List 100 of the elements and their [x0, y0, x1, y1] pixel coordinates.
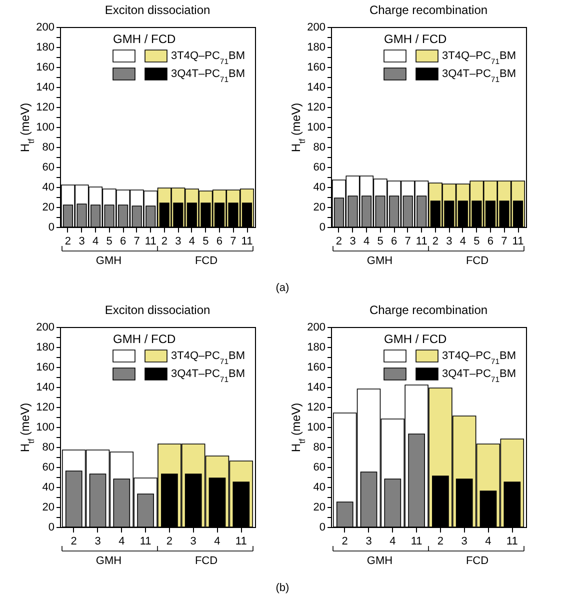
y-tick-label: 200: [36, 22, 54, 34]
y-tick-label: 100: [306, 122, 325, 134]
chart-title: Exciton dissociation: [104, 303, 210, 317]
y-tick-label: 40: [312, 182, 325, 194]
y-tick-label: 20: [42, 502, 54, 514]
text: FCD: [194, 255, 218, 267]
x-tick-label: 3: [460, 536, 467, 548]
legend-title: GMH / FCD: [384, 332, 446, 346]
x-tick-label: 2: [70, 536, 76, 548]
legend-label: 3Q4T–PC$_{71}$BM: [442, 68, 516, 84]
y-tick-label: 60: [312, 162, 325, 174]
x-tick-label: 11: [512, 236, 524, 248]
x-tick-label: 6: [390, 236, 397, 248]
y-tick-label: 160: [36, 62, 54, 74]
x-tick-label: 4: [362, 236, 370, 248]
y-tick-label: 180: [36, 342, 54, 354]
x-tick-label: 2: [160, 236, 167, 248]
text: GMH: [95, 555, 122, 567]
x-tick-label: 6: [120, 236, 126, 248]
y-tick-label: 160: [306, 362, 325, 374]
x-tick-label: 11: [139, 536, 151, 548]
legend-label: 3Q4T–PC$_{71}$BM: [170, 368, 244, 384]
y-tick-label: 100: [306, 422, 325, 434]
x-tick-label: 7: [404, 236, 410, 248]
x-tick-label: 11: [234, 536, 246, 548]
x-tick-label: 3: [94, 536, 100, 548]
text: GMH: [366, 555, 392, 567]
x-tick-label: 5: [376, 236, 383, 248]
x-tick-label: 3: [78, 236, 84, 248]
y-tick-label: 0: [48, 222, 54, 234]
y-tick-label: 80: [312, 142, 325, 154]
y-tick-label: 160: [306, 62, 325, 74]
y-tick-label: 140: [36, 82, 54, 94]
x-tick-label: 2: [335, 236, 342, 248]
chart-title: Exciton dissociation: [104, 3, 210, 17]
x-tick-label: 5: [202, 236, 208, 248]
legend-label: 3T4Q–PC$_{71}$BM: [442, 50, 516, 66]
y-tick-label: 60: [42, 462, 54, 474]
y-tick-label: 60: [42, 162, 54, 174]
y-tick-label: 80: [42, 442, 54, 454]
x-tick-label: 4: [484, 536, 491, 548]
chart-title: Charge recombination: [368, 303, 488, 317]
x-tick-label: 2: [166, 536, 172, 548]
y-tick-label: 0: [48, 522, 54, 534]
x-tick-label: 11: [240, 236, 252, 248]
y-tick-label: 120: [306, 102, 325, 114]
y-tick-label: 0: [318, 522, 325, 534]
legend-title: GMH / FCD: [112, 32, 176, 46]
text: GMH: [95, 255, 122, 267]
chart-title: Charge recombination: [368, 3, 488, 17]
x-tick-label: 2: [436, 536, 444, 548]
y-tick-label: 120: [36, 402, 54, 414]
y-tick-label: 120: [306, 402, 325, 414]
x-tick-label: 6: [486, 236, 494, 248]
x-tick-label: 11: [144, 236, 156, 248]
x-tick-label: 6: [216, 236, 222, 248]
x-tick-label: 5: [473, 236, 480, 248]
x-tick-label: 2: [432, 236, 438, 248]
x-tick-label: 3: [190, 536, 196, 548]
y-tick-label: 80: [42, 142, 54, 154]
y-tick-label: 140: [306, 382, 325, 394]
x-tick-label: 3: [349, 236, 356, 248]
y-tick-label: 0: [318, 222, 325, 234]
legend-title: GMH / FCD: [112, 332, 176, 346]
x-tick-label: 7: [500, 236, 507, 248]
y-tick-label: 20: [42, 202, 54, 214]
y-tick-label: 200: [306, 322, 325, 334]
x-tick-label: 7: [230, 236, 236, 248]
x-tick-label: 3: [446, 236, 452, 248]
y-tick-label: 40: [312, 482, 325, 494]
y-tick-label: 140: [36, 382, 54, 394]
x-tick-label: 4: [459, 236, 466, 248]
y-tick-label: 200: [306, 22, 325, 34]
y-tick-label: 40: [42, 182, 54, 194]
text: FCD: [465, 555, 488, 567]
x-tick-label: 4: [389, 536, 396, 548]
text: GMH: [366, 255, 392, 267]
y-tick-label: 100: [36, 122, 54, 134]
legend-label: 3T4Q–PC$_{71}$BM: [170, 350, 244, 366]
y-tick-label: 140: [306, 82, 325, 94]
y-tick-label: 180: [36, 42, 54, 54]
y-tick-label: 200: [36, 322, 54, 334]
y-tick-label: 80: [312, 442, 325, 454]
x-tick-label: 4: [118, 536, 124, 548]
y-tick-label: 20: [312, 502, 325, 514]
x-tick-label: 11: [506, 536, 518, 548]
y-tick-label: 20: [312, 202, 325, 214]
x-tick-label: 2: [64, 236, 71, 248]
y-tick-label: 100: [36, 422, 54, 434]
x-tick-label: 2: [341, 536, 348, 548]
x-tick-label: 11: [415, 236, 427, 248]
x-tick-label: 11: [410, 536, 422, 548]
x-tick-label: 4: [188, 236, 194, 248]
legend-label: 3T4Q–PC$_{71}$BM: [170, 50, 244, 66]
legend-title: GMH / FCD: [384, 32, 446, 46]
legend-label: 3T4Q–PC$_{71}$BM: [442, 350, 516, 366]
x-tick-label: 5: [106, 236, 112, 248]
text: (b): [274, 582, 290, 596]
y-tick-label: 120: [36, 102, 54, 114]
x-tick-label: 3: [174, 236, 181, 248]
